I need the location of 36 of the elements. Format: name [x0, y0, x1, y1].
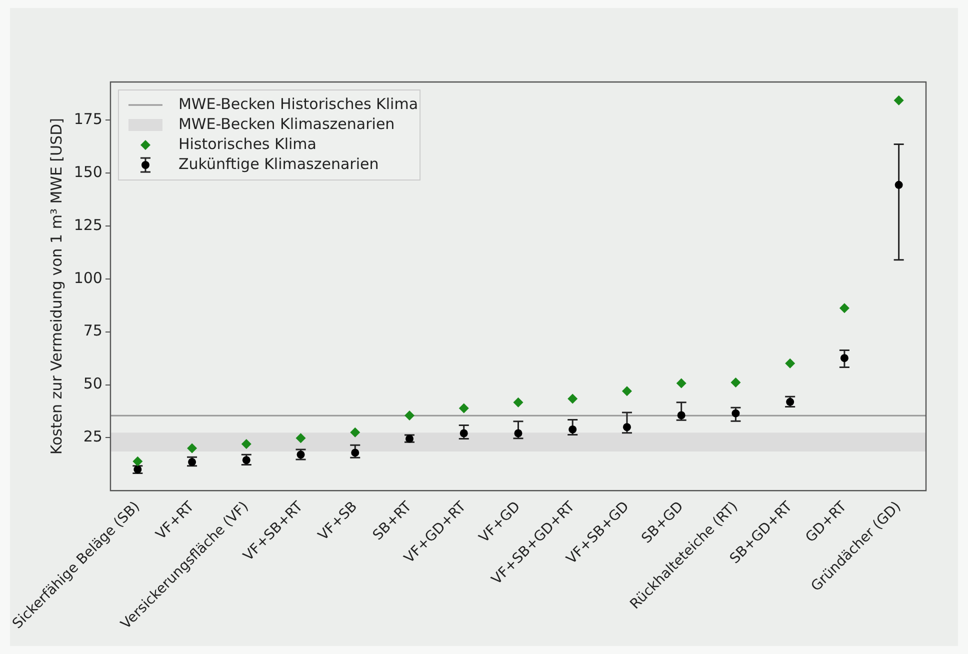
point — [622, 423, 631, 432]
point — [458, 403, 469, 414]
y-tick-label: 25 — [83, 428, 102, 446]
y-tick-label: 100 — [74, 268, 102, 287]
point — [732, 409, 740, 418]
point — [350, 427, 360, 438]
point — [404, 410, 414, 420]
legend-label: MWE-Becken Historisches Klima — [178, 94, 418, 113]
y-tick-label: 175 — [74, 110, 102, 128]
point — [514, 429, 522, 438]
point — [568, 425, 577, 434]
point — [568, 394, 578, 404]
point — [132, 456, 143, 466]
point — [622, 386, 632, 396]
point — [296, 433, 306, 444]
point — [730, 377, 741, 388]
point — [839, 303, 850, 314]
point — [187, 443, 198, 454]
legend-label: MWE-Becken Klimaszenarien — [178, 114, 395, 133]
y-tick-label: 50 — [83, 374, 102, 393]
legend-label: Zukünftige Klimaszenarien — [178, 154, 379, 173]
point — [513, 397, 524, 408]
point — [241, 439, 252, 450]
y-tick-label: 75 — [83, 322, 102, 340]
point — [351, 448, 360, 457]
y-axis-title: Kosten zur Vermeidung von 1 m³ MWE [USD] — [48, 118, 66, 455]
y-tick-label: 125 — [74, 216, 102, 234]
point — [840, 354, 848, 362]
point — [676, 378, 686, 388]
point — [460, 429, 468, 438]
point — [677, 411, 686, 420]
point — [894, 180, 903, 189]
point — [894, 95, 904, 106]
point — [785, 358, 796, 368]
legend-label: Historisches Klima — [178, 134, 316, 153]
y-tick-label: 150 — [74, 162, 102, 181]
